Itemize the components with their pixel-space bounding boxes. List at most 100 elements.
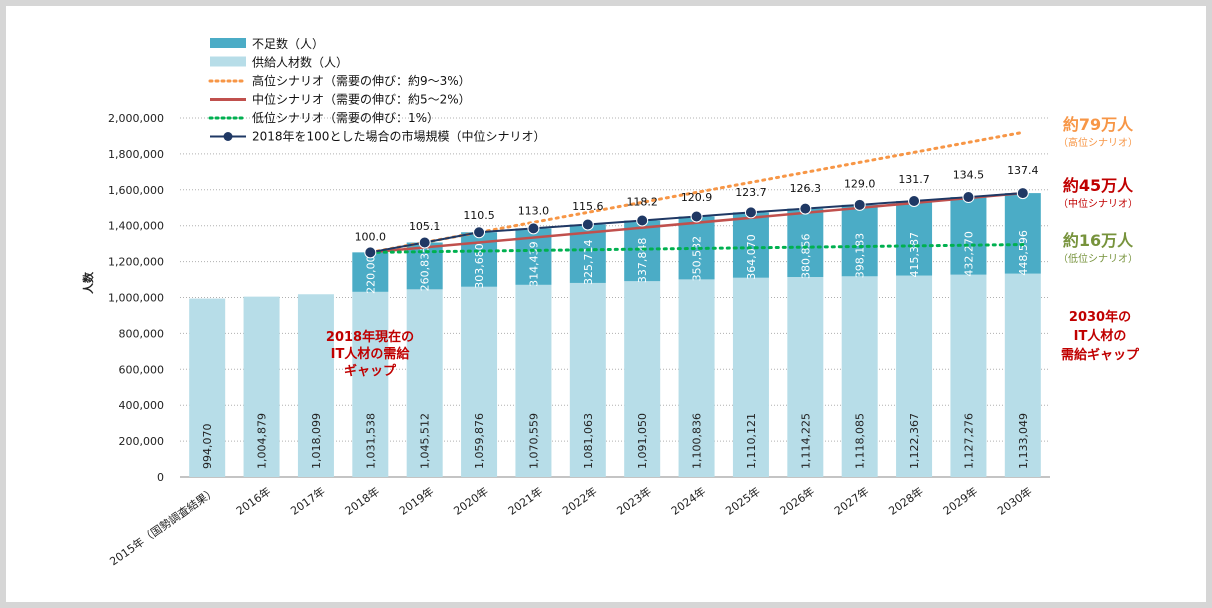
supply-value-label: 1,045,512 [419, 413, 432, 469]
shortage-value-label: 314,439 [527, 241, 540, 287]
legend-label: 高位シナリオ（需要の伸び：約9～3%） [252, 73, 471, 88]
market-index-label: 134.5 [953, 168, 985, 181]
y-tick-label: 600,000 [119, 363, 165, 376]
market-index-point [364, 246, 377, 259]
supply-bar [678, 279, 715, 477]
supply-value-label: 1,100,836 [691, 413, 704, 469]
side-label-main: 約45万人 [1063, 176, 1134, 195]
shortage-value-label: 448,596 [1017, 230, 1030, 276]
shortage-bar [624, 220, 661, 282]
market-index-label: 131.7 [898, 173, 930, 186]
y-tick-label: 1,800,000 [108, 148, 164, 161]
shortage-value-label: 220,000 [364, 248, 377, 294]
supply-bar [950, 274, 987, 477]
gap-2030-note: IT人材の [1074, 328, 1127, 344]
supply-value-label: 1,133,049 [1017, 413, 1030, 469]
shortage-value-label: 432,270 [962, 231, 975, 277]
shortage-bar [406, 242, 443, 290]
shortage-bar [896, 200, 933, 276]
supply-bar [352, 291, 389, 477]
supply-value-label: 1,091,050 [636, 413, 649, 469]
supply-value-label: 1,118,085 [854, 413, 867, 469]
y-tick-label: 200,000 [119, 435, 165, 448]
y-tick-label: 1,600,000 [108, 184, 164, 197]
gap-2018-note: ギャップ [344, 363, 397, 379]
x-tick-label: 2025年 [723, 484, 763, 518]
market-index-label: 115.6 [572, 200, 604, 213]
x-tick-label: 2017年 [288, 484, 328, 518]
supply-value-label: 1,110,121 [745, 413, 758, 469]
x-tick-label: 2026年 [777, 484, 817, 518]
supply-value-label: 1,114,225 [799, 413, 812, 469]
supply-bar [1004, 273, 1041, 477]
market-index-label: 137.4 [1007, 164, 1039, 177]
supply-bar [515, 284, 552, 477]
shortage-bar [787, 208, 824, 277]
market-index-point [908, 194, 921, 207]
x-tick-label: 2020年 [451, 484, 491, 518]
y-axis-label: 人数 [81, 271, 95, 294]
shortage-value-label: 415,387 [908, 232, 921, 278]
market-index-point [527, 222, 540, 235]
supply-value-label: 1,059,876 [473, 413, 486, 469]
legend-swatch-market-marker [223, 132, 233, 141]
market-index-label: 100.0 [355, 230, 387, 243]
x-tick-label: 2016年 [233, 484, 273, 518]
supply-value-label: 1,127,276 [962, 413, 975, 469]
supply-bar [732, 277, 769, 477]
supply-bar [787, 276, 824, 477]
y-tick-label: 1,000,000 [108, 292, 164, 305]
y-tick-label: 2,000,000 [108, 112, 164, 125]
legend-swatch-shortage [210, 38, 246, 48]
side-label-sub: （低位シナリオ） [1058, 252, 1138, 265]
supply-bar [569, 282, 606, 477]
shortage-value-label: 380,856 [799, 233, 812, 279]
shortage-value-label: 303,680 [473, 243, 486, 289]
market-index-point [799, 202, 812, 215]
market-index-label: 123.7 [735, 186, 767, 199]
supply-bar [297, 294, 334, 477]
supply-value-label: 1,122,367 [908, 413, 921, 469]
market-index-label: 120.9 [681, 191, 713, 204]
market-index-point [962, 191, 975, 204]
legend-label: 供給人材数（人） [252, 55, 348, 70]
x-tick-label: 2019年 [396, 484, 436, 518]
shortage-bar [1004, 193, 1041, 274]
y-tick-label: 400,000 [119, 399, 165, 412]
legend-label: 2018年を100とした場合の市場規模（中位シナリオ） [252, 129, 545, 144]
shortage-value-label: 260,835 [419, 246, 432, 292]
shortage-bar [352, 252, 389, 292]
market-index-point [636, 214, 649, 227]
supply-value-label: 1,018,099 [310, 413, 323, 469]
shortage-value-label: 398,183 [854, 233, 867, 279]
side-label-sub: （高位シナリオ） [1058, 136, 1138, 149]
supply-bar [406, 289, 443, 477]
legend-swatch-supply [210, 56, 246, 67]
legend-label: 中位シナリオ（需要の伸び：約5～2%） [252, 92, 471, 107]
x-tick-label: 2018年 [342, 484, 382, 518]
legend-label: 低位シナリオ（需要の伸び：1%） [252, 110, 439, 125]
shortage-bar [841, 204, 878, 277]
y-tick-label: 0 [157, 471, 164, 484]
supply-value-label: 1,070,559 [527, 413, 540, 469]
x-tick-label: 2029年 [940, 484, 980, 518]
y-tick-label: 1,200,000 [108, 256, 164, 269]
x-tick-label: 2024年 [668, 484, 708, 518]
y-tick-label: 800,000 [119, 327, 165, 340]
gap-2030-note: 需給ギャップ [1061, 347, 1140, 363]
market-index-point [473, 226, 486, 239]
shortage-value-label: 337,848 [636, 238, 649, 284]
market-index-point [581, 218, 594, 231]
legend-label: 不足数（人） [252, 36, 324, 51]
supply-value-label: 1,081,063 [582, 413, 595, 469]
market-index-point [1016, 187, 1029, 200]
market-index-label: 110.5 [463, 209, 495, 222]
shortage-bar [950, 197, 987, 275]
gap-2018-note: 2018年現在の [326, 329, 414, 345]
market-index-label: 105.1 [409, 220, 441, 233]
supply-value-label: 1,004,879 [256, 413, 269, 469]
x-tick-label: 2022年 [560, 484, 600, 518]
supply-value-label: 994,070 [201, 424, 214, 470]
